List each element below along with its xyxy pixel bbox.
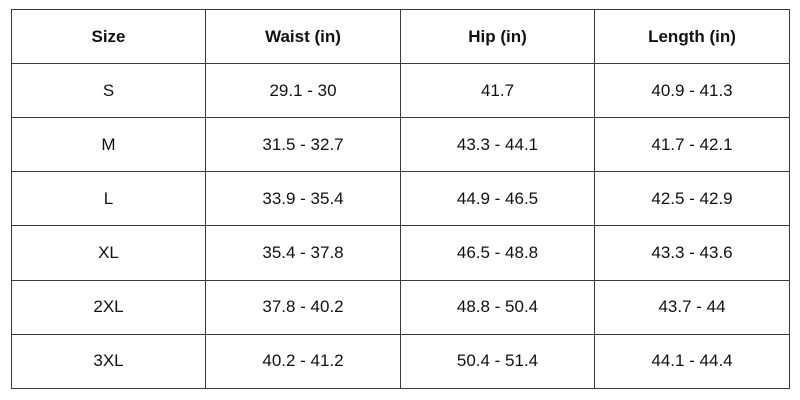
cell-waist: 37.8 - 40.2 [205, 279, 401, 335]
cell-waist: 33.9 - 35.4 [205, 171, 401, 227]
size-chart-table: Size Waist (in) Hip (in) Length (in) S 2… [11, 9, 790, 390]
table-row: 3XL 40.2 - 41.2 50.4 - 51.4 44.1 - 44.4 [11, 333, 790, 390]
header-waist: Waist (in) [205, 9, 401, 64]
table-row: 2XL 37.8 - 40.2 48.8 - 50.4 43.7 - 44 [11, 279, 790, 335]
cell-length: 43.7 - 44 [594, 279, 790, 335]
cell-length: 44.1 - 44.4 [594, 333, 790, 390]
header-row: Size Waist (in) Hip (in) Length (in) [11, 9, 790, 64]
table-row: M 31.5 - 32.7 43.3 - 44.1 41.7 - 42.1 [11, 117, 790, 173]
cell-size: 3XL [11, 333, 206, 390]
cell-hip: 46.5 - 48.8 [400, 225, 595, 281]
cell-size: XL [11, 225, 206, 281]
cell-hip: 41.7 [400, 62, 595, 119]
table-body: S 29.1 - 30 41.7 40.9 - 41.3 M 31.5 - 32… [11, 62, 790, 390]
cell-waist: 40.2 - 41.2 [205, 333, 401, 390]
table-row: L 33.9 - 35.4 44.9 - 46.5 42.5 - 42.9 [11, 171, 790, 227]
cell-hip: 50.4 - 51.4 [400, 333, 595, 390]
cell-waist: 35.4 - 37.8 [205, 225, 401, 281]
cell-size: S [11, 62, 206, 119]
cell-hip: 48.8 - 50.4 [400, 279, 595, 335]
cell-waist: 31.5 - 32.7 [205, 117, 401, 173]
cell-size: M [11, 117, 206, 173]
table-row: XL 35.4 - 37.8 46.5 - 48.8 43.3 - 43.6 [11, 225, 790, 281]
cell-length: 42.5 - 42.9 [594, 171, 790, 227]
table-header: Size Waist (in) Hip (in) Length (in) [11, 9, 790, 64]
cell-hip: 43.3 - 44.1 [400, 117, 595, 173]
header-size: Size [11, 9, 206, 64]
table-row: S 29.1 - 30 41.7 40.9 - 41.3 [11, 62, 790, 119]
cell-hip: 44.9 - 46.5 [400, 171, 595, 227]
cell-size: L [11, 171, 206, 227]
cell-length: 43.3 - 43.6 [594, 225, 790, 281]
cell-size: 2XL [11, 279, 206, 335]
cell-length: 41.7 - 42.1 [594, 117, 790, 173]
cell-length: 40.9 - 41.3 [594, 62, 790, 119]
header-hip: Hip (in) [400, 9, 595, 64]
header-length: Length (in) [594, 9, 790, 64]
cell-waist: 29.1 - 30 [205, 62, 401, 119]
